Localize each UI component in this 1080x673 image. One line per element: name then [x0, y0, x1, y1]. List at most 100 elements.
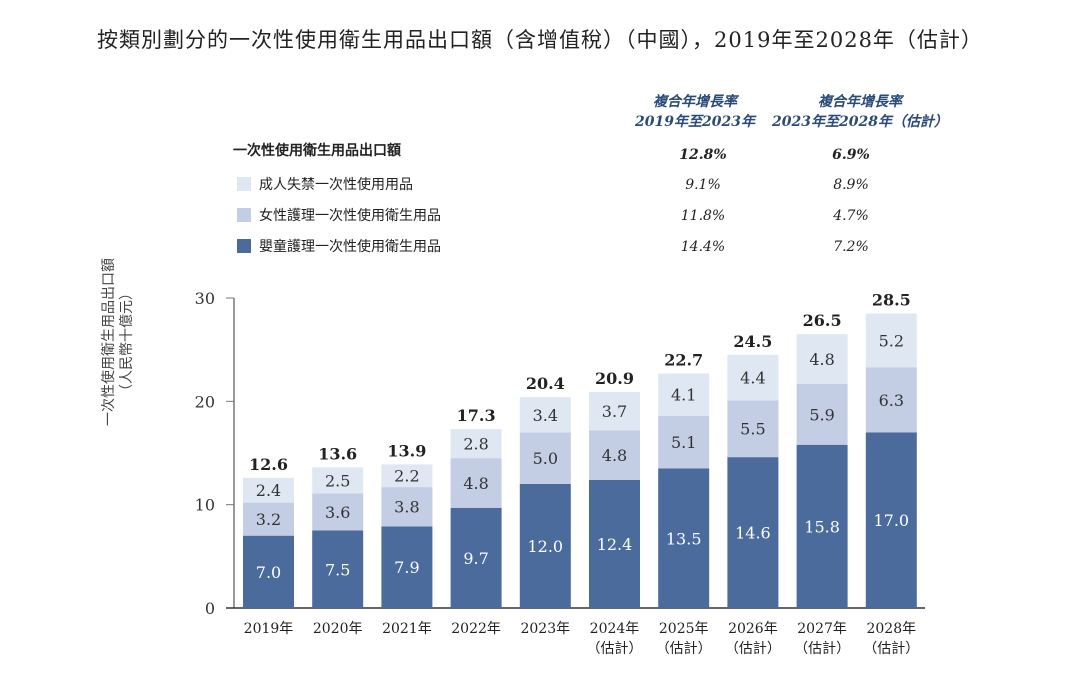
- x-tick-label: 2020年: [313, 621, 363, 637]
- legend-infant: 嬰童護理一次性使用衛生用品: [237, 237, 441, 257]
- bar-segment: [312, 530, 364, 608]
- bar-segment: [243, 477, 294, 503]
- adult-cagr-1: 9.1%: [685, 177, 721, 193]
- total-label: 24.5: [733, 332, 772, 351]
- data-label: 4.4: [740, 369, 765, 388]
- data-label: 2.2: [394, 467, 419, 486]
- bar-segment: [243, 535, 294, 608]
- total-label: 17.3: [457, 406, 496, 425]
- total-label: 一次性使用衛生用品出口額: [233, 143, 401, 159]
- bar-segment: [865, 367, 917, 433]
- adult-cagr-2: 8.9%: [833, 177, 869, 193]
- x-tick-label: （估計）: [587, 641, 643, 657]
- bar-segment: [727, 400, 779, 458]
- data-label: 15.8: [804, 517, 840, 536]
- x-tick-label: （估計）: [656, 641, 712, 657]
- data-label: 13.5: [666, 529, 702, 548]
- bar-segment: [589, 430, 640, 480]
- data-label: 5.1: [671, 433, 696, 452]
- bar-segment: [727, 354, 779, 401]
- total-label: 20.4: [526, 374, 565, 393]
- data-label: 4.8: [602, 446, 627, 465]
- bar-segment: [589, 392, 640, 431]
- data-label: 3.4: [533, 406, 558, 425]
- total-label: 22.7: [664, 350, 703, 369]
- data-label: 2.4: [256, 481, 281, 500]
- bar-segment: [450, 458, 502, 508]
- legend-swatch: [237, 177, 251, 191]
- bar-segment: [519, 397, 571, 433]
- bar-segment: [450, 507, 502, 608]
- legend-swatch: [237, 208, 251, 222]
- total-label: 13.9: [387, 441, 426, 460]
- x-tick-label: （估計）: [725, 641, 781, 657]
- data-label: 3.7: [602, 402, 627, 421]
- bar-segment: [796, 334, 848, 384]
- x-tick-label: 2028年: [866, 621, 916, 637]
- x-tick-label: 2023年: [520, 621, 570, 637]
- x-tick-label: 2022年: [451, 621, 501, 637]
- x-tick-label: 2024年: [590, 621, 640, 637]
- y-tick-label: 30: [195, 289, 215, 308]
- data-label: 4.8: [463, 474, 488, 493]
- total-label: 28.5: [872, 291, 911, 310]
- legend-label: 嬰童護理一次性使用衛生用品: [259, 239, 441, 255]
- data-label: 6.3: [879, 391, 904, 410]
- bar-segment: [381, 464, 433, 488]
- data-label: 7.5: [325, 560, 350, 579]
- data-label: 7.0: [256, 563, 281, 582]
- legend-feminine: 女性護理一次性使用衛生用品: [237, 206, 441, 226]
- bar-segment: [658, 373, 710, 416]
- x-tick-label: 2026年: [728, 621, 778, 637]
- chart-title: 按類別劃分的一次性使用衛生用品出口額（含增值稅）（中國），2019年至2028年…: [97, 28, 983, 52]
- bar-segment: [519, 484, 571, 608]
- feminine-cagr-2: 4.7%: [833, 208, 869, 224]
- y-tick-label: 20: [195, 392, 215, 411]
- y-tick-label: 0: [205, 599, 215, 618]
- legend-swatch: [237, 239, 251, 253]
- infant-cagr-1: 14.4%: [680, 239, 726, 255]
- legend-label: 女性護理一次性使用衛生用品: [259, 208, 441, 224]
- bar-segment: [796, 383, 848, 445]
- total-label: 26.5: [803, 311, 842, 330]
- data-label: 3.2: [256, 510, 281, 529]
- data-label: 3.6: [325, 503, 350, 522]
- x-tick-label: 2027年: [797, 621, 847, 637]
- total-cagr-2: 6.9%: [832, 147, 870, 163]
- cagr-header-2023-2028: 複合年增長率 2023年至2028年（估計）: [760, 92, 960, 132]
- data-label: 14.6: [735, 524, 771, 543]
- total-label: 12.6: [249, 455, 288, 474]
- data-label: 12.0: [527, 537, 563, 556]
- x-tick-label: 2025年: [659, 621, 709, 637]
- bar-segment: [381, 526, 433, 608]
- data-label: 12.4: [597, 535, 633, 554]
- x-tick-label: 2021年: [382, 621, 432, 637]
- bar-segment: [865, 313, 917, 368]
- bar-segment: [450, 429, 502, 459]
- data-label: 2.8: [463, 435, 488, 454]
- x-tick-label: 2019年: [244, 621, 294, 637]
- cagr-header-line2: 2023年至2028年（估計）: [772, 114, 948, 130]
- bar-segment: [519, 432, 571, 484]
- bar-segment: [658, 468, 710, 608]
- bar-segment: [865, 432, 917, 608]
- data-label: 5.0: [533, 449, 558, 468]
- bar-segment: [381, 487, 433, 527]
- data-label: 2.5: [325, 471, 350, 490]
- cagr-header-line1: 複合年增長率: [653, 94, 737, 110]
- bar-segment: [796, 444, 848, 608]
- data-label: 4.8: [809, 350, 834, 369]
- feminine-cagr-1: 11.8%: [680, 208, 726, 224]
- data-label: 7.9: [394, 558, 419, 577]
- total-cagr-1: 12.8%: [679, 147, 727, 163]
- x-tick-label: （估計）: [863, 641, 919, 657]
- cagr-header-line1: 複合年增長率: [818, 94, 902, 110]
- infant-cagr-2: 7.2%: [833, 239, 869, 255]
- data-label: 5.5: [740, 420, 765, 439]
- y-tick-label: 10: [195, 496, 215, 515]
- data-label: 3.8: [394, 498, 419, 517]
- bar-segment: [727, 457, 779, 608]
- legend-label: 成人失禁一次性使用用品: [259, 177, 413, 193]
- cagr-header-2019-2023: 複合年增長率 2019年至2023年: [625, 92, 765, 132]
